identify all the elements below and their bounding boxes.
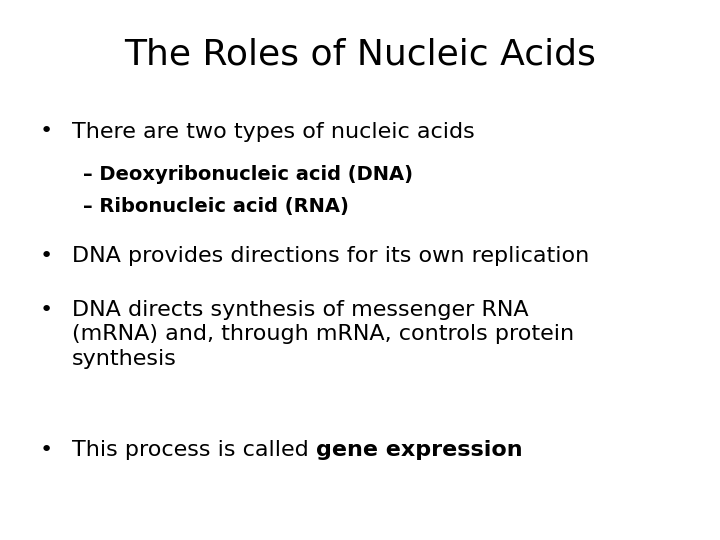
Text: There are two types of nucleic acids: There are two types of nucleic acids bbox=[72, 122, 474, 141]
Text: •: • bbox=[40, 440, 53, 460]
Text: •: • bbox=[40, 300, 53, 320]
Text: – Deoxyribonucleic acid (DNA): – Deoxyribonucleic acid (DNA) bbox=[83, 165, 413, 184]
Text: – Ribonucleic acid (RNA): – Ribonucleic acid (RNA) bbox=[83, 197, 348, 216]
Text: DNA directs synthesis of messenger RNA
(mRNA) and, through mRNA, controls protei: DNA directs synthesis of messenger RNA (… bbox=[72, 300, 574, 369]
Text: This process is called: This process is called bbox=[72, 440, 316, 460]
Text: The Roles of Nucleic Acids: The Roles of Nucleic Acids bbox=[124, 38, 596, 72]
Text: •: • bbox=[40, 122, 53, 141]
Text: DNA provides directions for its own replication: DNA provides directions for its own repl… bbox=[72, 246, 589, 266]
Text: gene expression: gene expression bbox=[316, 440, 523, 460]
Text: •: • bbox=[40, 246, 53, 266]
